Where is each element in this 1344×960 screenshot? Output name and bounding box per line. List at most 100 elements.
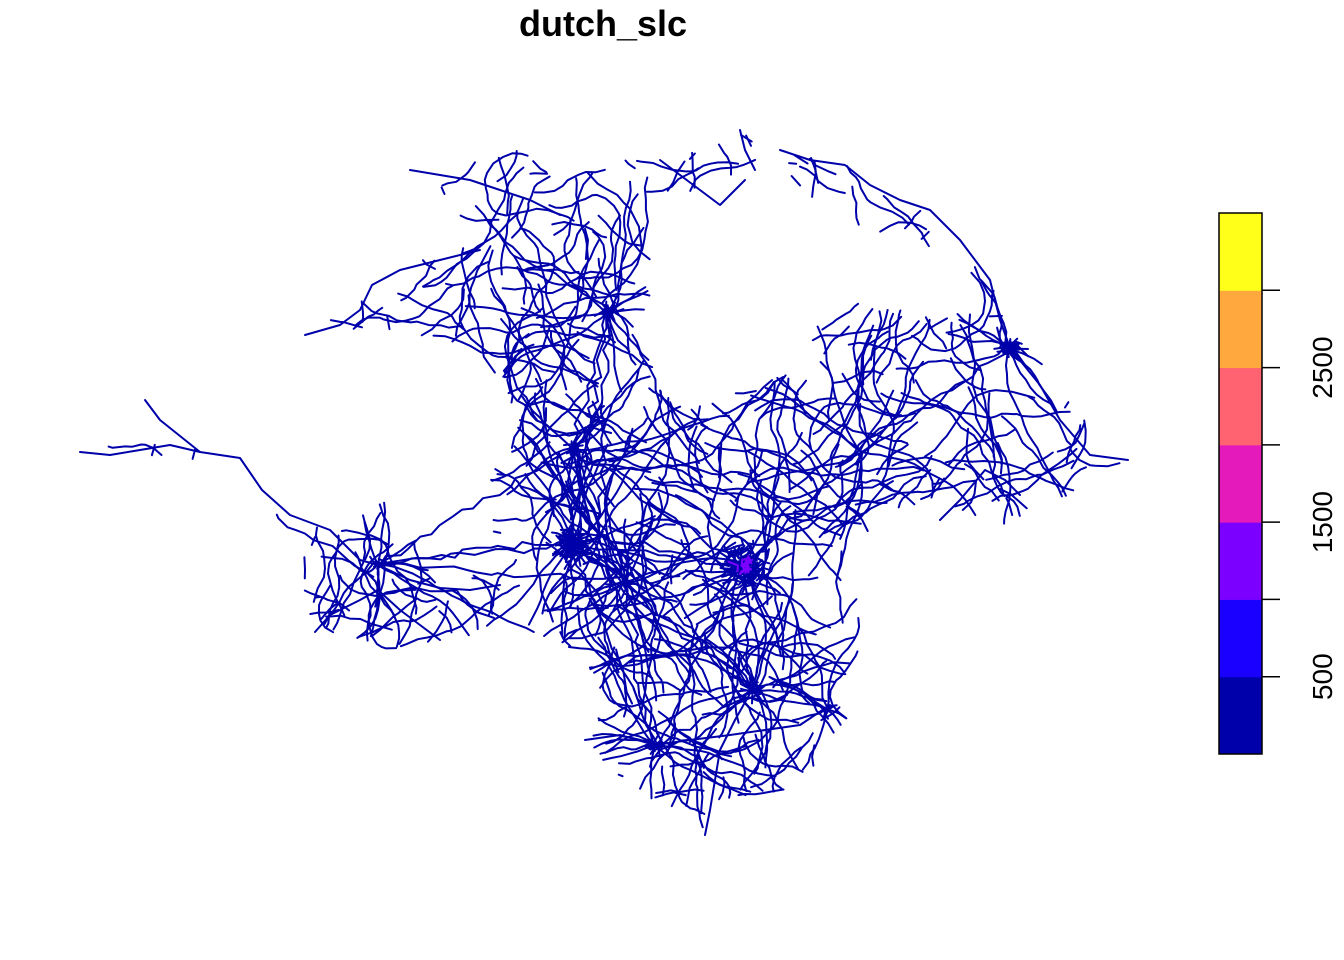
road-segment [653,638,712,693]
cluster-segment [552,549,561,557]
road-segment [597,531,653,746]
legend-tick-label: 500 [1307,653,1338,700]
cluster-segment [726,570,734,577]
road-segment [851,185,860,226]
road-segment [525,382,598,467]
road-segment [861,318,931,453]
road-segment [687,405,701,431]
cluster-segment [718,563,725,568]
cluster-segment [1014,340,1023,345]
road-segment [560,573,568,637]
road-segment [845,505,869,532]
legend-bin [1219,676,1262,755]
road-segment [325,614,393,631]
road-segment [599,741,732,799]
road-segment [1078,424,1082,431]
road-segment [1070,419,1087,470]
cluster-segment [652,733,660,744]
road-segment [659,159,746,206]
cluster-segment [724,554,730,563]
road-segment [551,221,608,239]
road-segment [487,249,542,383]
road-segment [516,196,590,360]
cluster-segment [573,541,581,549]
road-segment [497,156,510,215]
road-segment [854,324,903,417]
cluster-segment [1005,347,1015,359]
road-segment [644,475,774,520]
cluster-segment [555,534,561,541]
road-segment [568,448,601,540]
cluster-segment [760,560,771,565]
road-segment [441,161,476,187]
road-segment [744,501,782,566]
road-segment [571,414,730,451]
road-segment [829,650,859,720]
road-segment [489,220,528,305]
road-segment [567,646,621,663]
road-segment [643,406,721,520]
road-segment [492,530,502,534]
road-segment [852,308,874,466]
road-segment [833,455,933,509]
cluster-segment [727,566,733,572]
legend-bin [1219,522,1262,600]
cluster-segment [747,683,757,693]
road-segment [511,175,551,239]
road-segment [747,450,845,527]
road-segment [808,157,837,176]
road-segment [790,175,802,187]
road-segment [735,647,773,791]
road-segment [568,540,659,746]
road-segment [503,227,556,374]
road-segment [991,447,1078,502]
road-segment [550,331,583,383]
cluster-segment [752,681,759,685]
cluster-segment [734,574,745,579]
road-segment [599,419,698,536]
road-segment [571,359,645,449]
road-segment [654,791,687,799]
cluster-segment [723,545,731,557]
cluster-segment [654,744,664,749]
road-segment [684,649,704,829]
road-segment [464,305,609,320]
road-segment [355,285,454,326]
road-segment [764,387,863,453]
road-segment [513,254,617,298]
cluster-segment [569,547,573,555]
cluster-segment [998,341,1005,349]
road-segment [548,193,622,291]
cluster-segment [563,443,572,447]
road-segment [320,555,401,648]
road-segment [567,322,616,344]
cluster-segment [652,744,656,752]
cluster-segment [570,544,576,552]
cluster-segment [763,567,770,571]
road-segment [432,334,596,365]
road-segment [631,333,700,465]
road-segment [537,283,599,385]
road-segment [597,214,644,247]
road-segment [713,593,784,691]
cluster-segment [577,549,582,557]
cluster-segment [593,310,605,317]
road-segment [377,564,470,637]
road-segment [822,617,861,718]
road-segment [568,541,746,567]
road-segment [633,487,773,546]
road-segment [745,134,752,147]
legend-bin [1219,599,1262,678]
legend-frame [1218,212,1263,755]
road-segment [507,338,580,395]
road-segment [471,577,500,591]
road-segment [878,483,916,506]
road-segment [739,129,756,171]
road-segment [320,603,338,620]
road-segment [792,481,864,514]
road-segment [621,577,655,744]
cluster-segment [565,542,572,549]
road-segment [823,475,927,535]
road-segment [607,180,632,313]
road-segment [945,271,986,334]
